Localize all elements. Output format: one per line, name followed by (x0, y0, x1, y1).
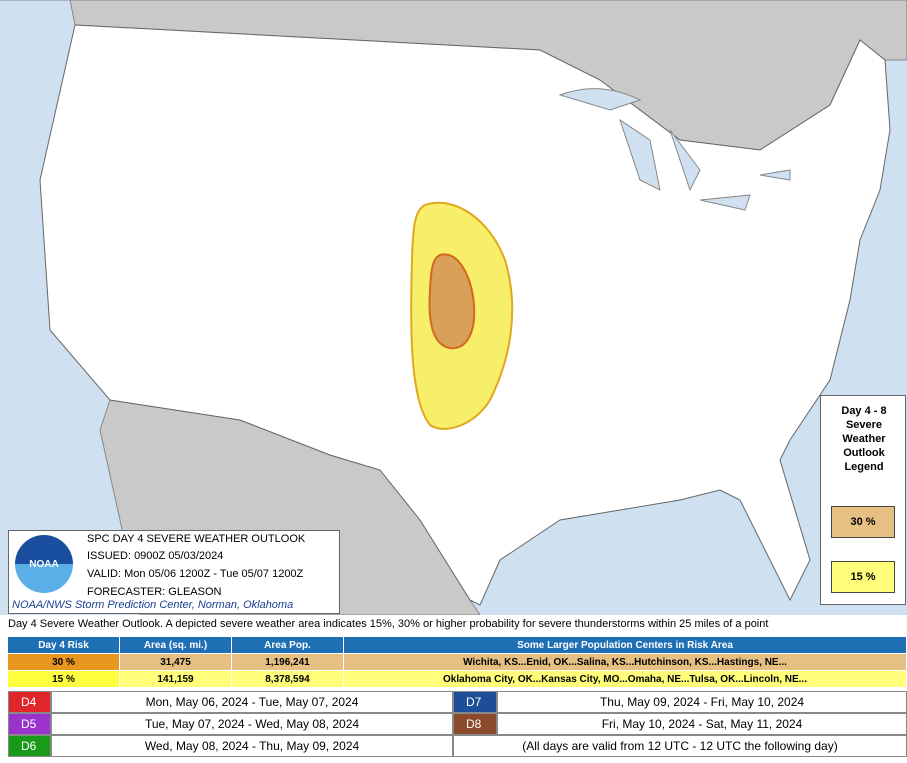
map (0, 0, 907, 615)
cities-cell: Oklahoma City, OK...Kansas City, MO...Om… (344, 670, 907, 687)
day-dates: Mon, May 06, 2024 - Tue, May 07, 2024 (51, 691, 453, 713)
outlook-box: NOAA SPC DAY 4 SEVERE WEATHER OUTLOOK IS… (8, 530, 340, 614)
day-dates: Wed, May 08, 2024 - Thu, May 09, 2024 (51, 735, 453, 757)
legend: Day 4 - 8 Severe Weather Outlook Legend … (820, 395, 906, 605)
forecaster: FORECASTER: GLEASON (87, 586, 222, 598)
valid: VALID: Mon 05/06 1200Z - Tue 05/07 1200Z (87, 568, 304, 580)
day-label: D7 (453, 691, 497, 713)
credit: NOAA/NWS Storm Prediction Center, Norman… (12, 599, 294, 611)
legend-item: 30 % (831, 506, 895, 538)
pop-cell: 1,196,241 (232, 653, 344, 670)
risk-cell: 15 % (8, 670, 120, 687)
day-dates: Thu, May 09, 2024 - Fri, May 10, 2024 (497, 691, 907, 713)
column-header: Some Larger Population Centers in Risk A… (344, 637, 907, 653)
risk-30 (428, 253, 476, 350)
legend-item: 15 % (831, 561, 895, 593)
day-label: D8 (453, 713, 497, 735)
pop-cell: 8,378,594 (232, 670, 344, 687)
day-label: D5 (8, 713, 51, 735)
outlook-title: SPC DAY 4 SEVERE WEATHER OUTLOOK (87, 533, 306, 545)
days-table: D4 Mon, May 06, 2024 - Tue, May 07, 2024… (8, 691, 907, 759)
column-header: Area (sq. mi.) (120, 637, 232, 653)
area-cell: 141,159 (120, 670, 232, 687)
day-label: D4 (8, 691, 51, 713)
day-dates: Tue, May 07, 2024 - Wed, May 08, 2024 (51, 713, 453, 735)
column-header: Day 4 Risk (8, 637, 120, 653)
day-label: D6 (8, 735, 51, 757)
day-dates: Fri, May 10, 2024 - Sat, May 11, 2024 (497, 713, 907, 735)
risk-table: Day 4 Risk Area (sq. mi.) Area Pop. Some… (8, 637, 907, 687)
column-header: Area Pop. (232, 637, 344, 653)
noaa-logo: NOAA (15, 535, 73, 593)
issued: ISSUED: 0900Z 05/03/2024 (87, 550, 224, 562)
risk-cell: 30 % (8, 653, 120, 670)
area-cell: 31,475 (120, 653, 232, 670)
great-lakes (558, 88, 791, 211)
legend-title: Day 4 - 8 Severe Weather Outlook Legend (841, 405, 887, 473)
description: Day 4 Severe Weather Outlook. A depicted… (8, 618, 769, 630)
days-note: (All days are valid from 12 UTC - 12 UTC… (453, 735, 907, 757)
cities-cell: Wichita, KS...Enid, OK...Salina, KS...Hu… (344, 653, 907, 670)
